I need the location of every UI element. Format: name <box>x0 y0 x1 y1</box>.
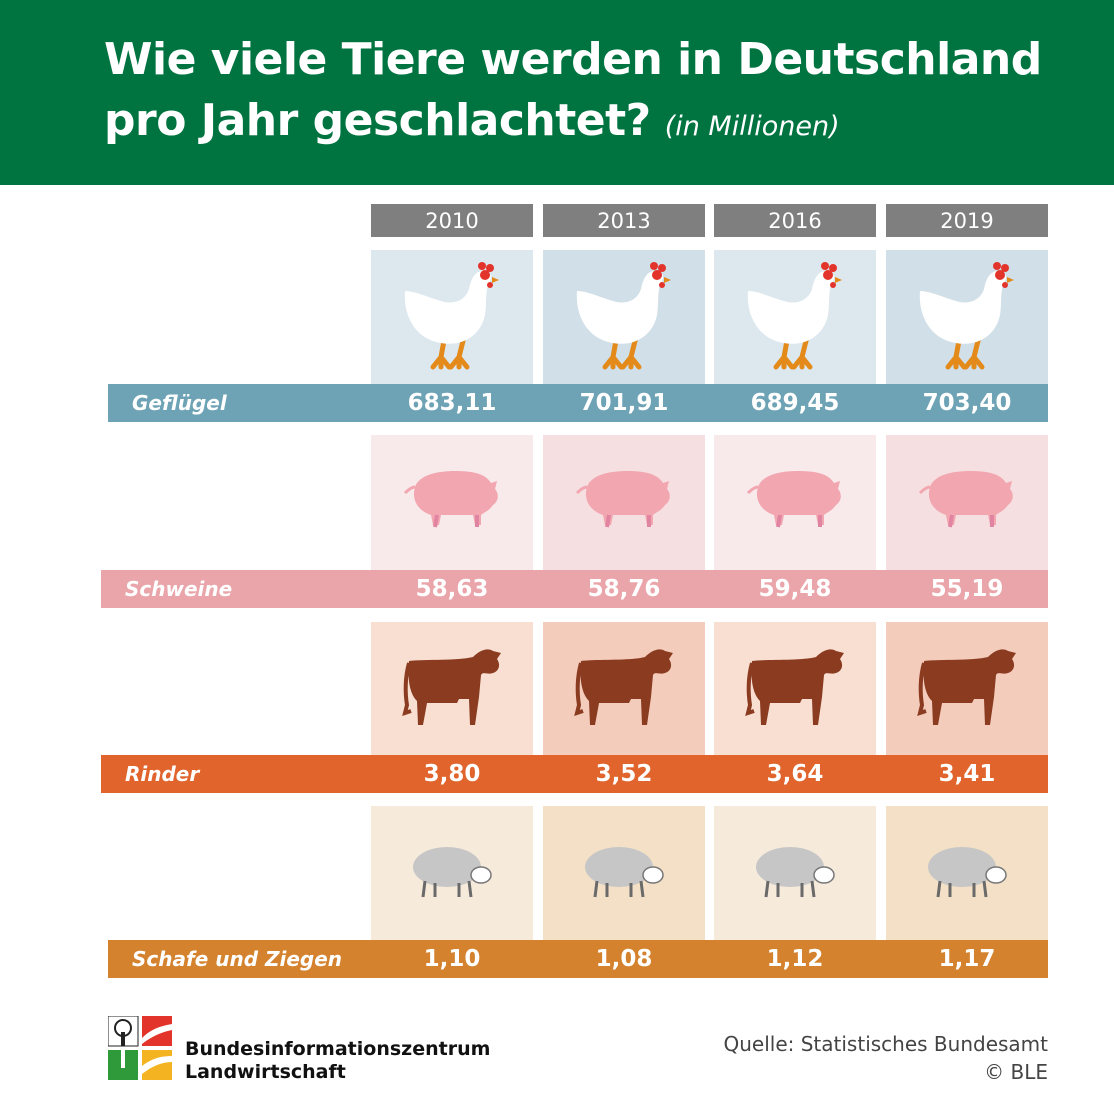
chart-title-text: pro Jahr geschlachtet? <box>104 95 651 146</box>
category-label: Geflügel <box>132 391 227 415</box>
year-header-2013: 2013 <box>543 204 705 237</box>
animal-cell <box>543 806 705 940</box>
animal-cell <box>543 250 705 384</box>
animal-cell <box>543 622 705 755</box>
header-banner: Wie viele Tiere werden in Deutschland pr… <box>0 0 1114 185</box>
animal-cell <box>543 435 705 570</box>
value-cell: 55,19 <box>930 576 1004 602</box>
chicken-icon <box>740 255 850 380</box>
unit-label: (in Millionen) <box>664 111 840 142</box>
cow-icon <box>569 641 679 736</box>
cow-icon <box>740 641 850 736</box>
year-header-2010: 2010 <box>371 204 533 237</box>
value-cell: 3,64 <box>766 761 824 787</box>
value-cell: 58,76 <box>587 576 661 602</box>
category-label: Rinder <box>125 762 200 786</box>
copyright-text: © BLE <box>984 1060 1048 1084</box>
cow-icon <box>397 641 507 736</box>
value-cell: 1,08 <box>595 946 653 972</box>
chart-title-line-1: Wie viele Tiere werden in Deutschland <box>104 34 1042 85</box>
value-cell: 1,12 <box>766 946 824 972</box>
animal-cell <box>886 435 1048 570</box>
org-line-1: Bundesinformationszentrum <box>185 1038 491 1060</box>
value-cell: 59,48 <box>758 576 832 602</box>
pig-icon <box>912 465 1022 540</box>
source-note: Quelle: Statistisches Bundesamt © BLE <box>724 1030 1049 1086</box>
category-label: Schweine <box>125 577 233 601</box>
chicken-icon <box>397 255 507 380</box>
value-cell: 3,41 <box>938 761 996 787</box>
cow-icon <box>912 641 1022 736</box>
source-text: Quelle: Statistisches Bundesamt <box>723 1032 1049 1056</box>
ble-logo <box>108 1016 172 1080</box>
chicken-icon <box>912 255 1022 380</box>
chicken-icon <box>569 255 679 380</box>
sheep-icon <box>407 841 497 906</box>
animal-cell <box>371 250 533 384</box>
organization-name: Bundesinformationszentrum Landwirtschaft <box>185 1038 490 1084</box>
sheep-icon <box>922 841 1012 906</box>
value-cell: 1,17 <box>938 946 996 972</box>
value-cell: 689,45 <box>750 390 840 416</box>
animal-cell <box>714 435 876 570</box>
animal-cell <box>886 806 1048 940</box>
value-cell: 58,63 <box>415 576 489 602</box>
animal-cell <box>886 622 1048 755</box>
animal-cell <box>886 250 1048 384</box>
animal-cell <box>371 435 533 570</box>
category-band: Rinder 3,80 3,52 3,64 3,41 <box>101 755 1048 793</box>
sheep-icon <box>579 841 669 906</box>
value-cell: 3,80 <box>423 761 481 787</box>
year-header-2016: 2016 <box>714 204 876 237</box>
year-header-2019: 2019 <box>886 204 1048 237</box>
value-cell: 1,10 <box>423 946 481 972</box>
animal-cell <box>714 622 876 755</box>
animal-cell <box>714 806 876 940</box>
animal-cell <box>371 622 533 755</box>
category-band: Schweine 58,63 58,76 59,48 55,19 <box>101 570 1048 608</box>
value-cell: 701,91 <box>579 390 669 416</box>
sheep-icon <box>750 841 840 906</box>
value-cell: 3,52 <box>595 761 653 787</box>
pig-icon <box>397 465 507 540</box>
pig-icon <box>740 465 850 540</box>
category-label: Schafe und Ziegen <box>132 947 343 971</box>
value-cell: 683,11 <box>407 390 497 416</box>
category-band: Geflügel 683,11 701,91 689,45 703,40 <box>108 384 1048 422</box>
animal-cell <box>714 250 876 384</box>
chart-title-line-2: pro Jahr geschlachtet? (in Millionen) <box>104 95 840 146</box>
animal-cell <box>371 806 533 940</box>
value-cell: 703,40 <box>922 390 1012 416</box>
category-band: Schafe und Ziegen 1,10 1,08 1,12 1,17 <box>108 940 1048 978</box>
org-line-2: Landwirtschaft <box>185 1061 346 1083</box>
pig-icon <box>569 465 679 540</box>
